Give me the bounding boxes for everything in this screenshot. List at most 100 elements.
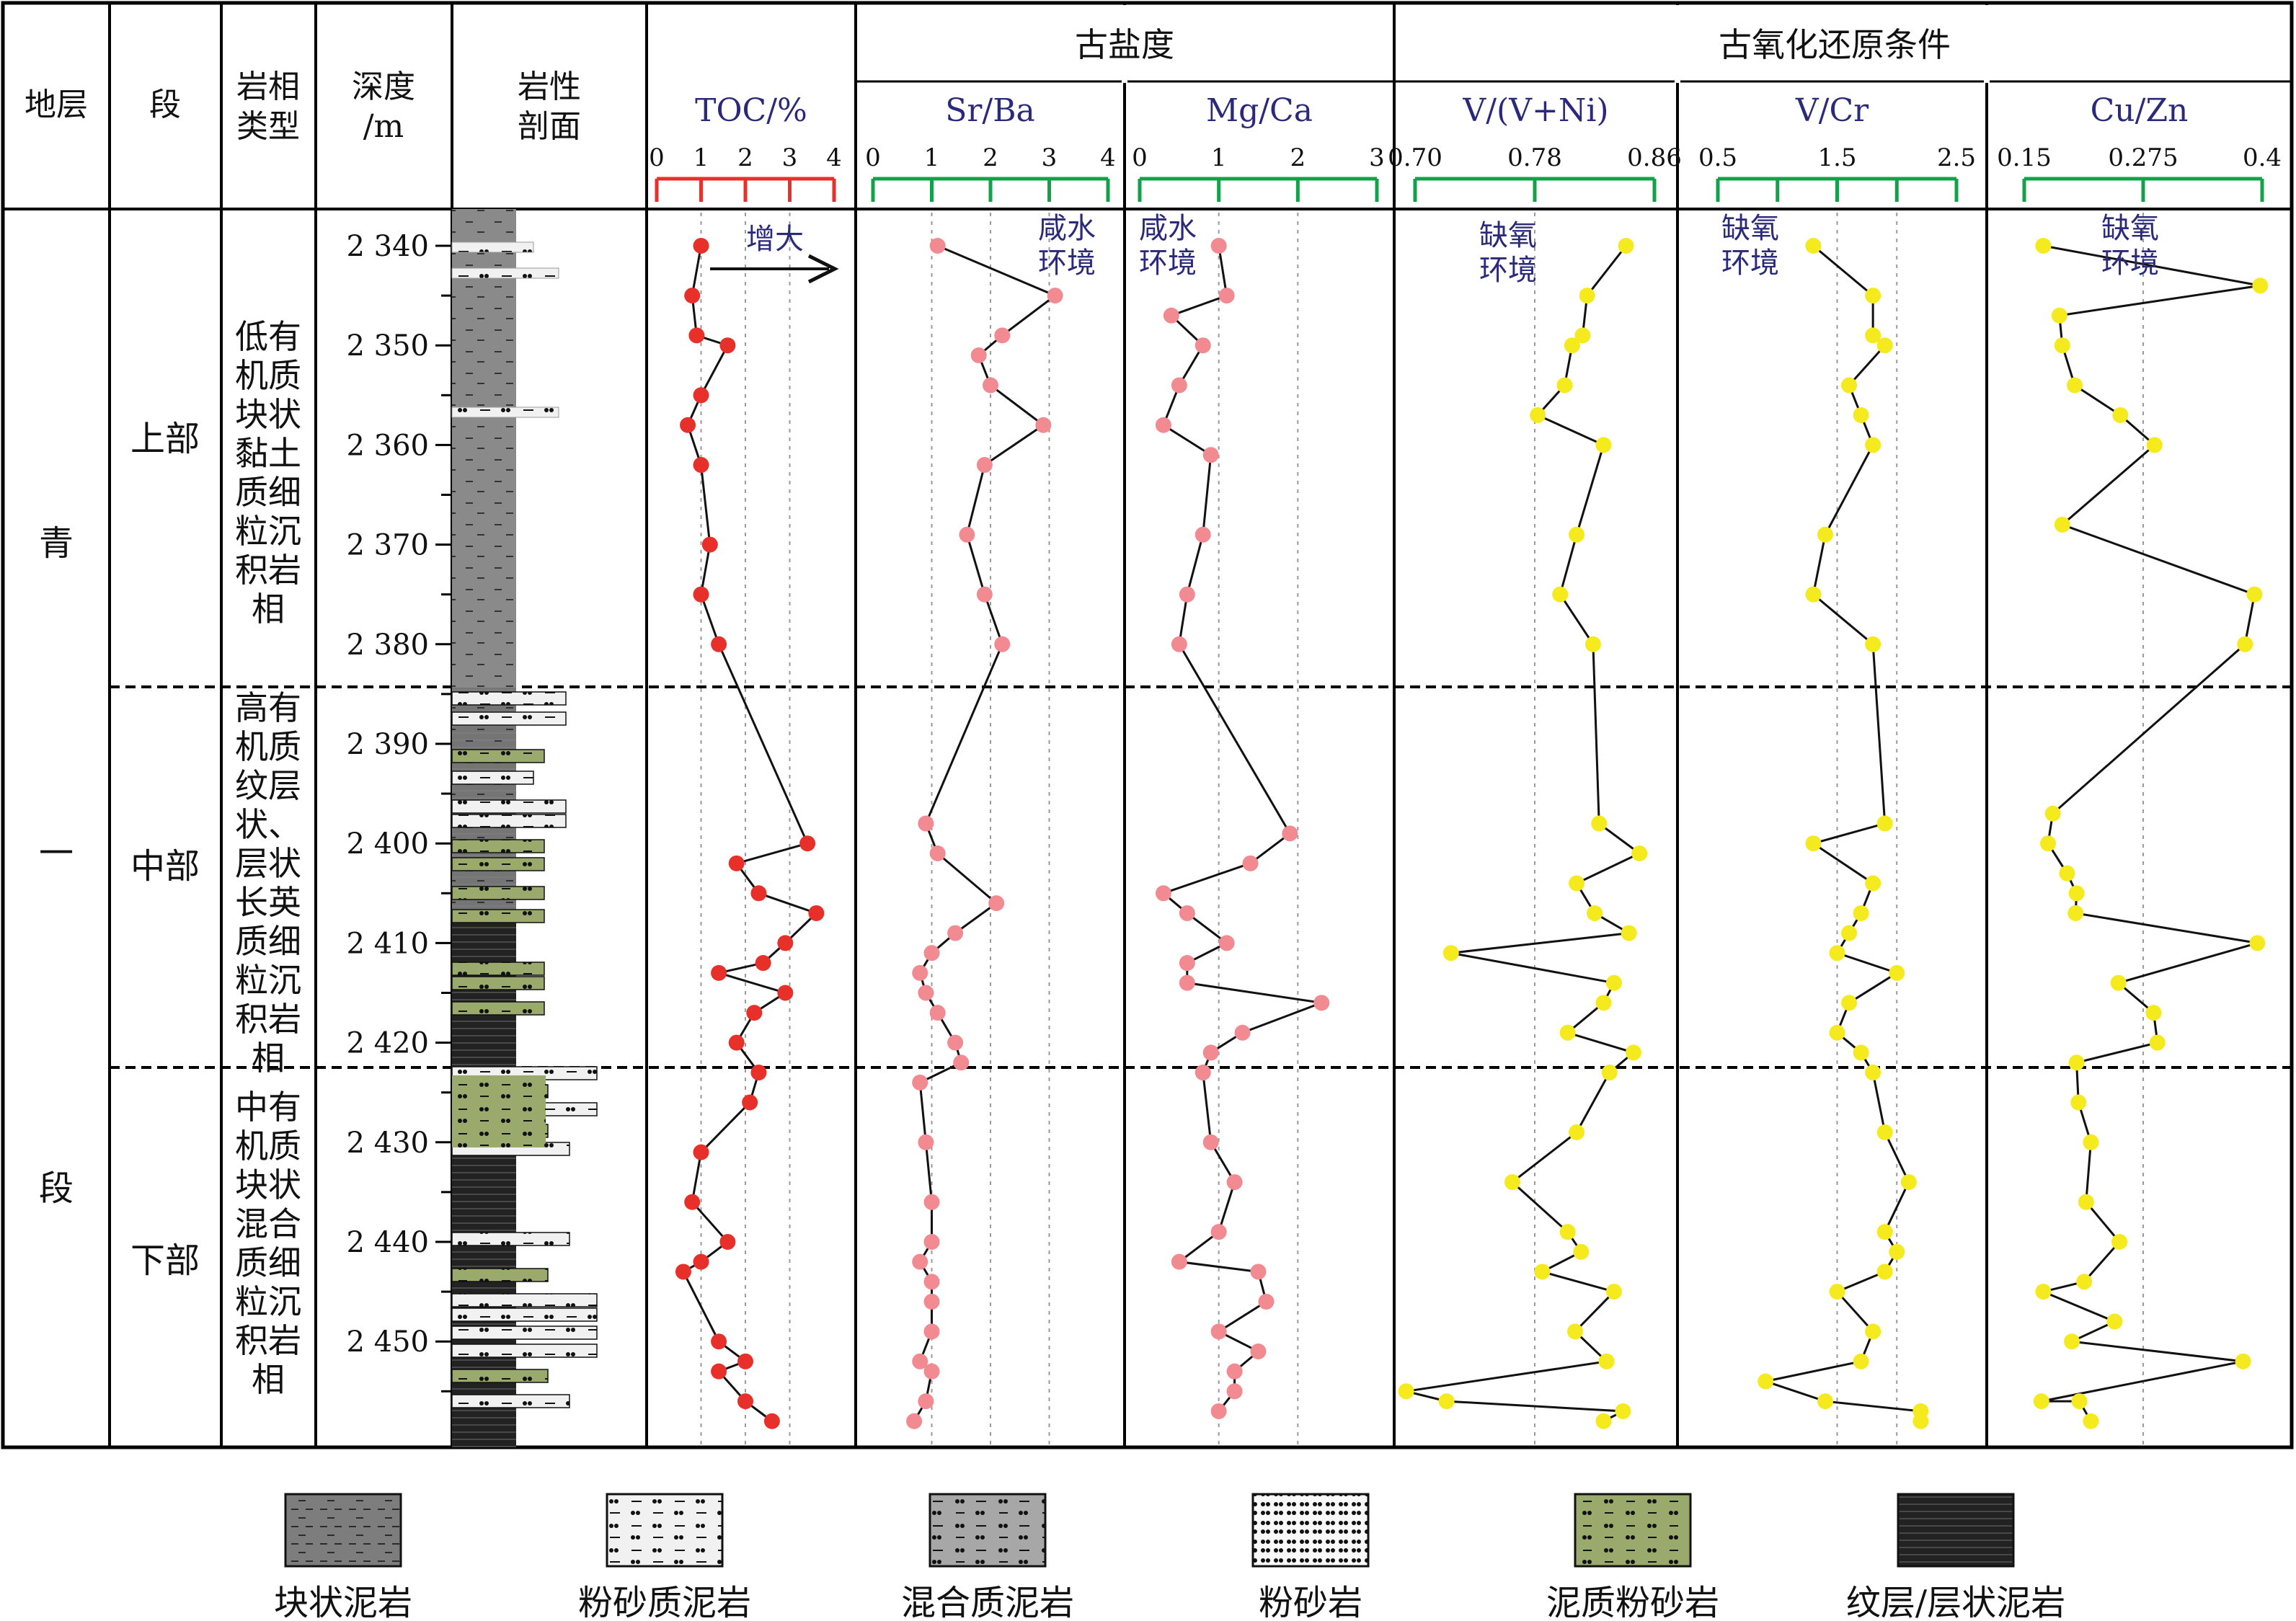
- data-point: [750, 885, 767, 902]
- data-point: [680, 417, 696, 433]
- legend-label: 混合质泥岩: [901, 1583, 1074, 1621]
- data-point: [923, 1234, 940, 1250]
- stratum-char: 青: [39, 523, 74, 564]
- data-point: [1504, 1174, 1520, 1191]
- data-point: [1226, 1174, 1243, 1191]
- plot-tick-label: 0.4: [2243, 143, 2282, 172]
- depth-tick-label: 2 450: [346, 1325, 429, 1359]
- data-point: [976, 586, 993, 603]
- data-point: [808, 905, 825, 921]
- data-point: [1573, 1243, 1590, 1260]
- data-point: [912, 1353, 928, 1369]
- data-point: [2033, 1393, 2049, 1410]
- data-point: [947, 1034, 964, 1051]
- data-point: [2054, 516, 2070, 533]
- data-point: [923, 1293, 940, 1310]
- facies-label: 块状: [235, 1165, 301, 1204]
- data-point: [763, 1413, 780, 1429]
- plot-annotation: 环境: [2101, 247, 2159, 280]
- data-point: [1438, 1393, 1455, 1410]
- data-point: [2070, 1094, 2087, 1111]
- data-point: [1226, 1383, 1243, 1400]
- data-point: [929, 238, 946, 254]
- data-point: [1621, 925, 1637, 941]
- data-point: [1194, 337, 1211, 354]
- data-point: [1865, 288, 1881, 304]
- data-point: [1876, 1264, 1893, 1280]
- data-point: [1865, 875, 1881, 892]
- data-point: [1250, 1344, 1267, 1360]
- facies-label: 纹层: [235, 766, 301, 805]
- lithology-bed: [451, 814, 567, 828]
- plot-tick-label: 3: [1369, 143, 1385, 172]
- lithology-bed: [452, 1075, 546, 1147]
- data-point: [923, 1194, 940, 1210]
- data-point: [2235, 1353, 2251, 1369]
- data-point: [923, 1363, 940, 1380]
- data-point: [1226, 1363, 1243, 1380]
- plot-title: Mg/Ca: [1206, 92, 1313, 129]
- data-point: [1202, 447, 1219, 463]
- data-point: [959, 526, 975, 543]
- facies-label: 混合: [235, 1204, 301, 1243]
- data-point: [1615, 1403, 1631, 1419]
- data-point: [1865, 437, 1881, 453]
- data-point: [1179, 905, 1195, 921]
- data-point: [750, 1065, 767, 1081]
- outer-border: [1, 1, 2294, 1449]
- data-point: [970, 347, 987, 364]
- facies-label: 状、: [235, 805, 301, 844]
- plot-title: Cu/Zn: [2091, 92, 2189, 129]
- data-point: [994, 636, 1011, 652]
- data-point: [912, 1253, 928, 1270]
- data-point: [1865, 1323, 1881, 1340]
- plot-title: V/(V+Ni): [1462, 92, 1608, 129]
- plot-tick-label: 1.5: [1817, 143, 1856, 172]
- data-point: [2083, 1134, 2099, 1150]
- data-point: [2059, 865, 2075, 881]
- plot-tick-label: 0: [1132, 143, 1148, 172]
- data-point: [1853, 407, 1869, 423]
- header-facies: 岩相: [236, 68, 300, 105]
- data-point: [1313, 995, 1330, 1011]
- facies-label: 质细: [235, 473, 301, 512]
- data-point: [719, 1234, 736, 1250]
- data-point: [1171, 636, 1187, 652]
- facies-label: 粒沉: [235, 512, 301, 551]
- facies-label: 黏土: [235, 434, 301, 473]
- data-point: [693, 1144, 709, 1160]
- data-point: [1618, 238, 1634, 254]
- facies-label: 中有: [235, 1088, 301, 1127]
- member-label: 中部: [130, 846, 200, 887]
- lithology-bed: [451, 1307, 598, 1322]
- lithology-bed: [451, 1394, 570, 1408]
- data-point: [912, 1074, 928, 1091]
- facies-label: 积岩: [235, 551, 301, 590]
- data-point: [918, 815, 934, 832]
- data-point: [1889, 964, 1905, 981]
- data-point: [918, 1393, 934, 1410]
- data-point: [684, 288, 701, 304]
- data-point: [1442, 945, 1459, 962]
- data-point: [2035, 1284, 2052, 1300]
- data-point: [2246, 586, 2263, 603]
- legend-item: 纹层/层状泥岩: [1846, 1493, 2065, 1621]
- legend-swatch: [1251, 1493, 1370, 1568]
- data-point: [2078, 1194, 2094, 1210]
- header-depth: /m: [363, 108, 404, 145]
- lithology-bed: [451, 976, 545, 990]
- stratum-char: 一: [39, 833, 74, 874]
- plot-annotation: 咸水: [1038, 212, 1096, 245]
- lithology-bed: [451, 799, 567, 814]
- data-point: [2112, 407, 2129, 423]
- depth-tick-label: 2 380: [346, 629, 429, 662]
- plot-tick-label: 0: [865, 143, 881, 172]
- data-point: [1202, 1044, 1219, 1061]
- data-point: [1179, 586, 1195, 603]
- data-point: [1805, 835, 1822, 852]
- depth-tick-label: 2 340: [346, 230, 429, 263]
- data-point: [1605, 1284, 1622, 1300]
- data-point: [947, 925, 964, 941]
